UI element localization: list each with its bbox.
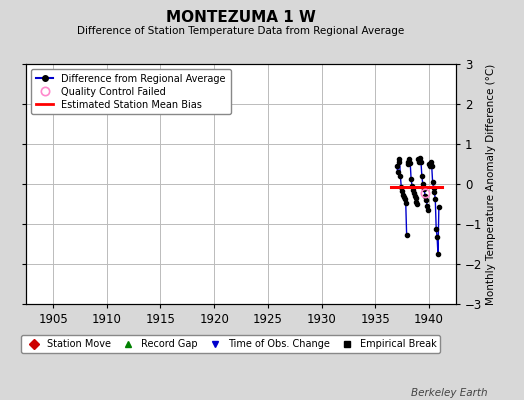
Y-axis label: Monthly Temperature Anomaly Difference (°C): Monthly Temperature Anomaly Difference (… — [486, 63, 496, 305]
Text: MONTEZUMA 1 W: MONTEZUMA 1 W — [166, 10, 316, 25]
Text: Berkeley Earth: Berkeley Earth — [411, 388, 487, 398]
Legend: Station Move, Record Gap, Time of Obs. Change, Empirical Break: Station Move, Record Gap, Time of Obs. C… — [20, 335, 440, 353]
Text: Difference of Station Temperature Data from Regional Average: Difference of Station Temperature Data f… — [78, 26, 405, 36]
Legend: Difference from Regional Average, Quality Control Failed, Estimated Station Mean: Difference from Regional Average, Qualit… — [31, 69, 231, 114]
